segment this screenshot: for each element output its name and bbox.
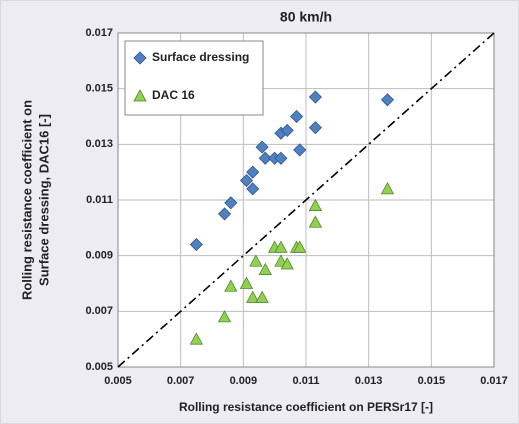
point <box>239 173 254 188</box>
y-axis-label: Rolling resistance coefficient on Surfac… <box>19 100 51 300</box>
point <box>255 290 269 303</box>
point <box>293 240 307 253</box>
point <box>246 165 260 179</box>
legend-label: Surface dressing <box>152 50 249 64</box>
y-tick-label: 0.005 <box>85 361 113 373</box>
x-tick-label: 0.011 <box>293 375 320 387</box>
point <box>189 237 203 252</box>
point <box>308 121 322 135</box>
point <box>308 90 322 104</box>
x-tick-label: 0.013 <box>355 375 383 387</box>
legend-marker <box>133 51 147 65</box>
point <box>280 257 294 270</box>
point <box>255 140 269 154</box>
y-axis-label-line: Rolling resistance coefficient on <box>19 100 34 300</box>
point <box>258 262 272 275</box>
point <box>280 123 294 137</box>
plot-border <box>117 32 495 368</box>
y-tick-label: 0.013 <box>85 138 113 150</box>
point <box>274 151 288 165</box>
legend-label: DAC 16 <box>152 88 195 102</box>
point <box>274 240 288 253</box>
x-tick-label: 0.017 <box>480 375 508 387</box>
x-tick-label: 0.009 <box>230 375 258 387</box>
y-tick-label: 0.011 <box>86 194 113 206</box>
point <box>217 310 232 323</box>
point <box>249 254 263 267</box>
point <box>189 332 204 345</box>
point <box>217 207 232 221</box>
y-tick-label: 0.015 <box>85 83 113 95</box>
point <box>246 290 260 303</box>
point <box>380 182 395 195</box>
point <box>308 215 323 228</box>
reference-line <box>117 32 495 368</box>
point <box>224 279 238 292</box>
legend-marker <box>133 89 147 102</box>
point <box>258 151 272 165</box>
point <box>290 109 304 124</box>
point <box>293 143 307 157</box>
point <box>246 182 260 196</box>
point <box>380 93 395 107</box>
y-axis-label-line: Surface dressing, DAC16 [-] <box>36 114 51 286</box>
x-tick-label: 0.015 <box>418 375 446 387</box>
y-tick-label: 0.009 <box>85 250 113 262</box>
point <box>239 276 254 289</box>
x-axis-label: Rolling resistance coefficient on PERSr1… <box>179 400 433 414</box>
chart-title: 80 km/h <box>280 9 332 25</box>
point <box>308 198 323 211</box>
y-tick-label: 0.017 <box>85 27 113 39</box>
legend-box <box>124 40 264 116</box>
x-tick-label: 0.005 <box>104 375 132 387</box>
y-tick-label: 0.007 <box>85 305 113 317</box>
x-tick-label: 0.007 <box>167 375 195 387</box>
point <box>224 196 238 210</box>
